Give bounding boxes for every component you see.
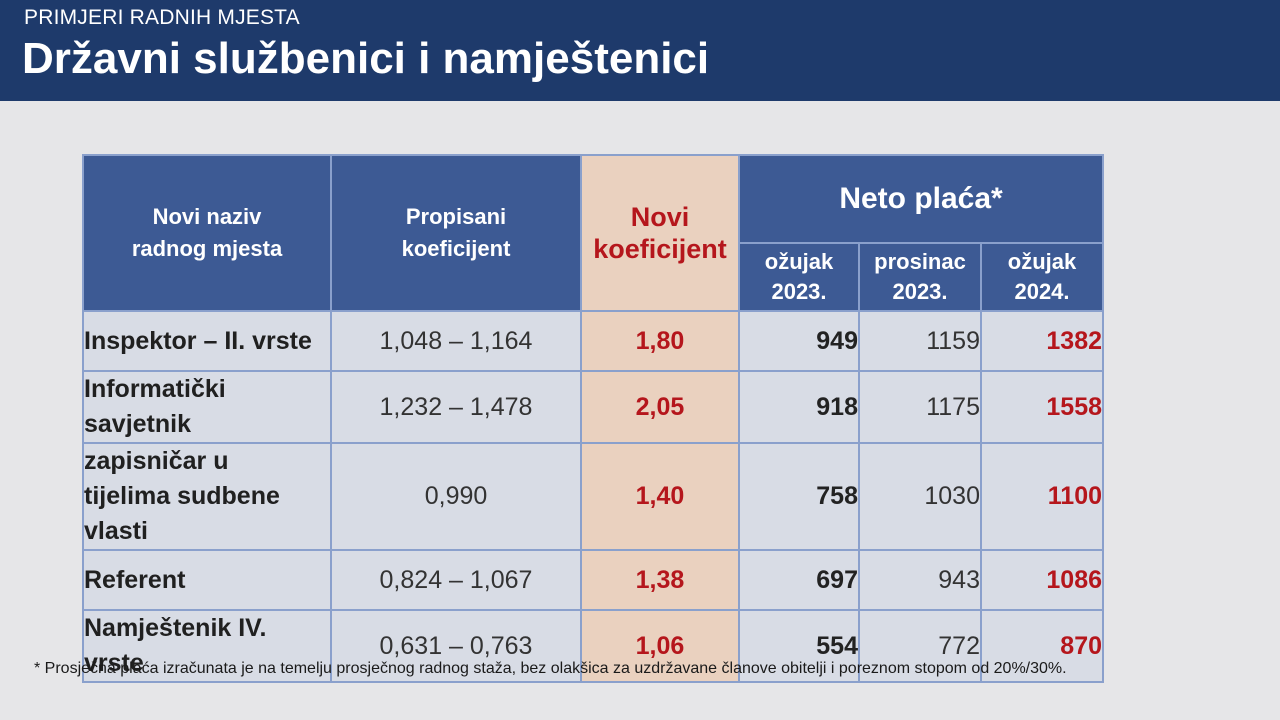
row-novi: 1,40	[580, 442, 740, 551]
header-propisani: Propisani koeficijent	[330, 154, 582, 312]
row-coef: 0,824 – 1,067	[330, 549, 582, 611]
row-v1: 697	[738, 549, 860, 611]
row-v3: 1100	[979, 442, 1105, 551]
row-name: Informatički savjetnik	[82, 370, 332, 444]
slide-header: PRIMJERI RADNIH MJESTA Državni službenic…	[0, 0, 1280, 101]
footnote: * Prosječna plaća izračunata je na temel…	[34, 660, 1067, 677]
row-name: Namještenik IV. vrste	[82, 609, 332, 683]
table-row: Referent 0,824 – 1,067 1,38 697 943 1086	[82, 549, 1105, 611]
row-v3: 870	[979, 609, 1105, 683]
table-row: Inspektor – II. vrste 1,048 – 1,164 1,80…	[82, 310, 1105, 372]
table-row: Informatički savjetnik 1,232 – 1,478 2,0…	[82, 370, 1105, 444]
slide-title: Državni službenici i namještenici	[22, 34, 710, 83]
row-name: Referent	[82, 549, 332, 611]
row-novi: 1,80	[580, 310, 740, 372]
row-v2: 772	[858, 609, 982, 683]
header-neto: Neto plaća*	[737, 154, 1105, 244]
row-v1: 918	[738, 370, 860, 444]
row-coef: 1,048 – 1,164	[330, 310, 582, 372]
row-v2: 943	[858, 549, 982, 611]
row-name: Inspektor – II. vrste	[82, 310, 332, 372]
row-v2: 1175	[858, 370, 982, 444]
row-coef: 0,990	[330, 442, 582, 551]
row-v1: 554	[738, 609, 860, 683]
header-novi: Novi koeficijent	[580, 154, 740, 312]
row-v1: 758	[738, 442, 860, 551]
header-period-1: ožujak 2023.	[738, 242, 860, 312]
slide-supertitle: PRIMJERI RADNIH MJESTA	[24, 6, 300, 29]
salary-table: Novi naziv radnog mjesta Propisani koefi…	[82, 154, 1105, 683]
row-novi: 1,38	[580, 549, 740, 611]
row-v3: 1086	[979, 549, 1105, 611]
row-novi: 2,05	[580, 370, 740, 444]
row-novi: 1,06	[580, 609, 740, 683]
table-row: Namještenik IV. vrste 0,631 – 0,763 1,06…	[82, 609, 1105, 683]
header-period-2: prosinac 2023.	[858, 242, 982, 312]
row-coef: 1,232 – 1,478	[330, 370, 582, 444]
row-v2: 1159	[858, 310, 982, 372]
row-coef: 0,631 – 0,763	[330, 609, 582, 683]
row-name: zapisničar u tijelima sudbene vlasti	[82, 442, 332, 551]
header-naziv: Novi naziv radnog mjesta	[82, 154, 332, 312]
row-v3: 1558	[979, 370, 1105, 444]
row-v3: 1382	[979, 310, 1105, 372]
row-v2: 1030	[858, 442, 982, 551]
header-period-3: ožujak 2024.	[979, 242, 1105, 312]
table-row: zapisničar u tijelima sudbene vlasti 0,9…	[82, 442, 1105, 551]
row-v1: 949	[738, 310, 860, 372]
